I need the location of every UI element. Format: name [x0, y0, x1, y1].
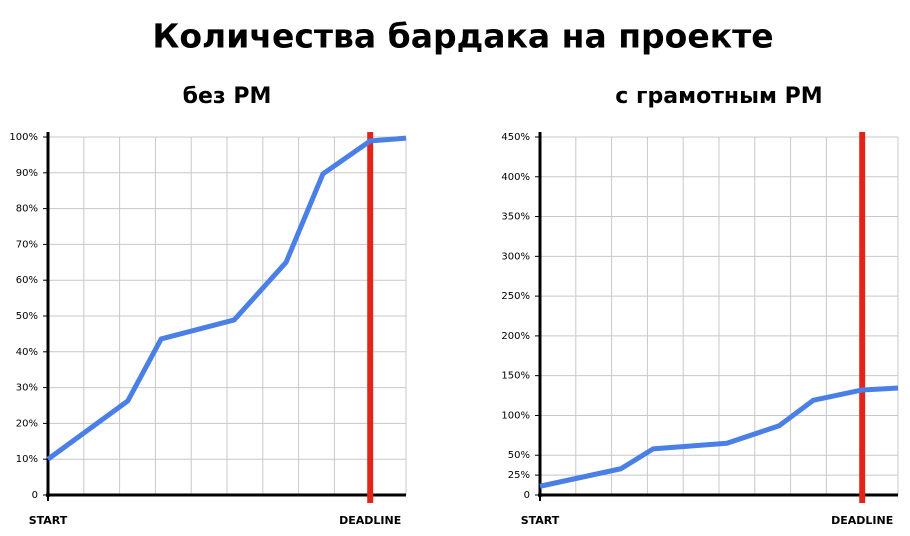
y-tick-label: 80%: [16, 204, 38, 215]
chart-title: без PM: [183, 84, 272, 109]
y-tick-label: 50%: [16, 311, 38, 322]
y-tick-label: 40%: [16, 347, 38, 358]
y-tick-label: 300%: [501, 251, 530, 262]
y-tick-label: 20%: [16, 418, 38, 429]
y-tick-label: 0: [524, 490, 530, 501]
y-tick-label: 70%: [16, 239, 38, 250]
y-tick-label: 400%: [501, 172, 530, 183]
y-tick-label: 0: [32, 490, 38, 501]
y-tick-label: 100%: [9, 132, 38, 143]
y-tick-label: 25%: [508, 470, 530, 481]
x-tick-label: DEADLINE: [831, 514, 893, 527]
y-tick-label: 200%: [501, 331, 530, 342]
y-tick-label: 60%: [16, 275, 38, 286]
y-tick-label: 50%: [508, 450, 530, 461]
x-tick-label: START: [29, 514, 68, 527]
data-line: [539, 385, 899, 489]
y-tick-label: 90%: [16, 168, 38, 179]
y-tick-label: 10%: [16, 454, 38, 465]
y-tick-label: 350%: [501, 212, 530, 223]
data-line: [46, 135, 407, 462]
y-tick-label: 450%: [501, 132, 530, 143]
y-tick-label: 150%: [501, 371, 530, 382]
y-tick-label: 30%: [16, 383, 38, 394]
x-tick-label: DEADLINE: [339, 514, 401, 527]
x-tick-label: START: [521, 514, 560, 527]
y-tick-label: 100%: [501, 410, 530, 421]
page-title: Количества бардака на проекте: [152, 17, 773, 56]
chart-title: с грамотным PM: [615, 84, 822, 109]
y-tick-label: 250%: [501, 291, 530, 302]
